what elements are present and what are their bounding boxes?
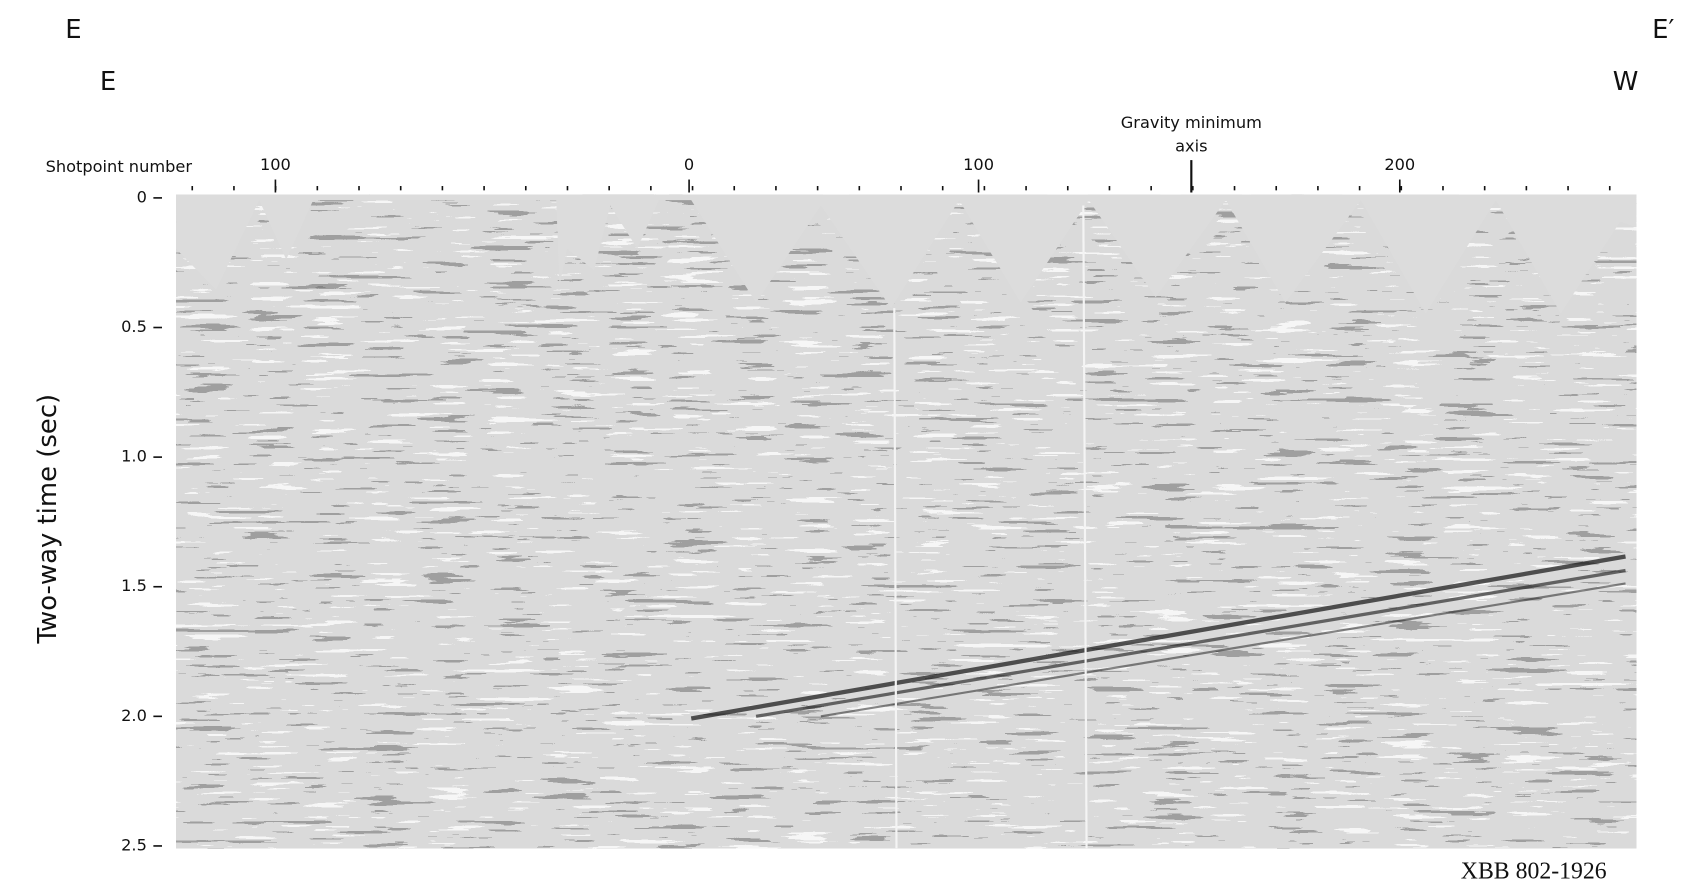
y-tick-label: 0.5 <box>121 317 147 336</box>
x-tick-label: 100 <box>963 155 994 174</box>
x-axis-title: Shotpoint number <box>46 157 193 176</box>
figure: E E′ E W Gravity minimum axis Shotpoint … <box>0 0 1686 884</box>
y-tick-label: 0 <box>137 187 147 206</box>
y-tick-label: 2.5 <box>121 835 147 854</box>
end-label: E <box>65 15 81 45</box>
x-tick-label: 100 <box>260 155 291 174</box>
y-tick-label: 1.5 <box>121 576 147 595</box>
annotation: Gravity minimum <box>1121 113 1262 132</box>
x-tick-label: 0 <box>684 155 694 174</box>
direction-label: E <box>100 67 116 97</box>
y-tick-label: 2.0 <box>121 706 147 725</box>
figure-code: XBB 802-1926 <box>1461 858 1607 884</box>
annotation: axis <box>1175 137 1207 156</box>
end-label: E′ <box>1652 15 1674 45</box>
y-axis-title: Two-way time (sec) <box>33 394 63 645</box>
x-tick-label: 200 <box>1384 155 1415 174</box>
page: E E′ E W Gravity minimum axis Shotpoint … <box>0 0 1686 884</box>
direction-label: W <box>1613 67 1639 97</box>
y-tick-label: 1.0 <box>121 447 147 466</box>
